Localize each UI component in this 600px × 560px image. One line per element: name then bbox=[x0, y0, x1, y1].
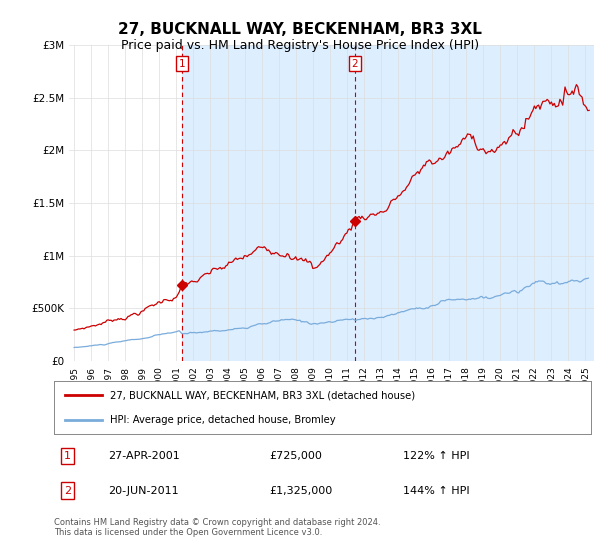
Text: 144% ↑ HPI: 144% ↑ HPI bbox=[403, 486, 470, 496]
Text: Contains HM Land Registry data © Crown copyright and database right 2024.
This d: Contains HM Land Registry data © Crown c… bbox=[54, 518, 380, 538]
Text: 2: 2 bbox=[352, 59, 358, 69]
Text: Price paid vs. HM Land Registry's House Price Index (HPI): Price paid vs. HM Land Registry's House … bbox=[121, 39, 479, 52]
Text: 20-JUN-2011: 20-JUN-2011 bbox=[108, 486, 178, 496]
Text: £725,000: £725,000 bbox=[269, 451, 322, 461]
Bar bbox=[355, 45, 594, 361]
Text: 1: 1 bbox=[179, 59, 185, 69]
Bar bbox=[182, 45, 355, 361]
Text: 27-APR-2001: 27-APR-2001 bbox=[108, 451, 179, 461]
Text: 27, BUCKNALL WAY, BECKENHAM, BR3 3XL (detached house): 27, BUCKNALL WAY, BECKENHAM, BR3 3XL (de… bbox=[110, 390, 416, 400]
Text: 2: 2 bbox=[64, 486, 71, 496]
Text: 1: 1 bbox=[64, 451, 71, 461]
Text: HPI: Average price, detached house, Bromley: HPI: Average price, detached house, Brom… bbox=[110, 414, 336, 424]
Text: 27, BUCKNALL WAY, BECKENHAM, BR3 3XL: 27, BUCKNALL WAY, BECKENHAM, BR3 3XL bbox=[118, 22, 482, 38]
Text: £1,325,000: £1,325,000 bbox=[269, 486, 332, 496]
Text: 122% ↑ HPI: 122% ↑ HPI bbox=[403, 451, 470, 461]
